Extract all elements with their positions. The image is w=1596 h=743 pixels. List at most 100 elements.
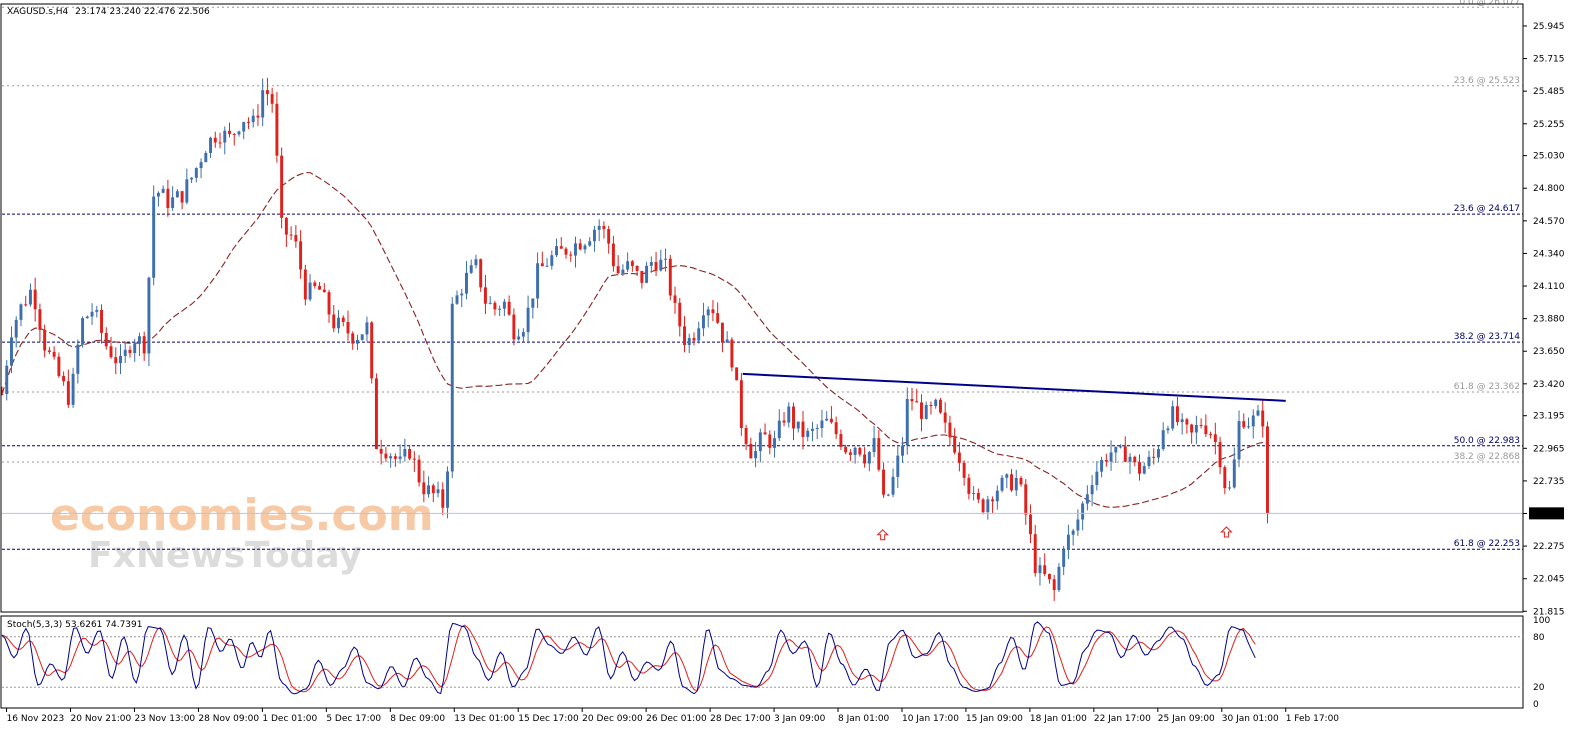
candle-body (867, 452, 871, 464)
candle-body (891, 476, 895, 495)
candle-body (905, 398, 909, 446)
candle-body (578, 243, 582, 250)
candle-body (616, 266, 620, 274)
candle-body (1190, 424, 1194, 433)
current-price-tag: 22.506 (1529, 507, 1564, 520)
candle-body (1152, 456, 1156, 458)
candle-body (806, 430, 810, 437)
candle-body (1109, 452, 1113, 462)
candle-body (768, 434, 772, 448)
candle-body (303, 269, 307, 300)
x-tick-label: 5 Dec 17:00 (326, 714, 381, 724)
x-tick-label: 10 Jan 17:00 (902, 714, 959, 724)
candle-body (71, 373, 75, 405)
candle-body (408, 448, 412, 459)
candle-body (47, 350, 51, 352)
candle-body (521, 332, 525, 337)
candle-body (360, 334, 364, 340)
x-tick-label: 22 Jan 17:00 (1094, 714, 1151, 724)
candle-body (1076, 519, 1080, 531)
candle-body (1166, 428, 1170, 431)
stoch-signal-line (1, 624, 1256, 693)
candle-body (1209, 434, 1213, 436)
trendline (742, 372, 1286, 402)
y-tick-label: 22.735 (1533, 477, 1565, 487)
candle-body (180, 191, 184, 203)
candle-body (370, 322, 374, 379)
x-tick-label: 20 Dec 09:00 (582, 714, 643, 724)
candle-body (289, 234, 293, 236)
x-tick-label: 16 Nov 2023 (7, 714, 65, 724)
candle-body (128, 349, 132, 354)
fib-level-label: 23.6 @ 25.523 (1454, 76, 1520, 86)
candle-body (194, 168, 198, 178)
candle-body (882, 469, 886, 495)
candle-body (379, 448, 383, 454)
candle-body (976, 493, 980, 500)
candle-body (1133, 456, 1137, 463)
candle-body (412, 458, 416, 460)
stoch-axis: 100 80 20 0 (1533, 616, 1550, 710)
candle-body (720, 322, 724, 343)
candle-body (147, 277, 151, 354)
candle-body (773, 438, 777, 448)
time-axis: 16 Nov 2023 20 Nov 21:00 23 Nov 13:00 28 No… (6, 708, 1339, 724)
candle-body (469, 265, 473, 273)
candle-body (0, 393, 4, 395)
candle-body (322, 289, 326, 293)
candle-body (265, 90, 269, 95)
candle-body (1024, 484, 1028, 515)
candle-body (431, 485, 435, 494)
candle-body (232, 133, 236, 135)
candle-body (85, 316, 89, 319)
stoch-tick-label: 0 (1533, 700, 1539, 710)
stoch-lines (1, 621, 1256, 695)
candle-body (986, 499, 990, 513)
candle-body (242, 122, 246, 132)
candle-body (607, 229, 611, 244)
candle-body (886, 494, 890, 496)
candle-body (635, 265, 639, 271)
candle-body (673, 295, 677, 303)
candle-body (896, 455, 900, 477)
fib-level-label: 38.2 @ 22.868 (1454, 452, 1521, 462)
candle-body (389, 456, 393, 459)
candle-body (692, 338, 696, 341)
candle-body (626, 261, 630, 270)
candle-body (104, 332, 108, 347)
candle-body (1066, 534, 1070, 550)
candle-body (341, 317, 345, 322)
candle-body (171, 197, 175, 208)
symbol-label: XAGUSD.s,H4 (7, 7, 69, 17)
y-tick-label: 23.650 (1533, 347, 1565, 357)
candle-body (583, 245, 587, 250)
candle-body (280, 155, 284, 218)
ohlc-label: 23.174 23.240 22.476 22.506 (75, 7, 210, 17)
stoch-tick-label: 20 (1533, 683, 1545, 693)
y-tick-label: 25.030 (1533, 152, 1565, 162)
chart-header: XAGUSD.s,H4 23.174 23.240 22.476 22.506 (7, 7, 210, 17)
candle-body (839, 434, 843, 447)
candle-body (218, 142, 222, 144)
candle-body (782, 420, 786, 423)
candle-body (962, 462, 966, 478)
fib-level-label: 61.8 @ 23.362 (1454, 382, 1520, 392)
y-tick-label: 23.420 (1533, 380, 1565, 390)
candle-body (777, 420, 781, 439)
candle-body (142, 336, 146, 354)
candle-body (403, 448, 407, 457)
candle-body (858, 447, 862, 455)
x-tick-label: 30 Jan 01:00 (1222, 714, 1279, 724)
candle-body (1204, 425, 1208, 435)
candle-body (915, 401, 919, 403)
candle-body (550, 255, 554, 266)
candle-body (398, 456, 402, 459)
candle-body (995, 490, 999, 502)
x-tick-label: 15 Jan 09:00 (966, 714, 1023, 724)
candle-body (611, 243, 615, 267)
candle-body (199, 162, 203, 169)
candle-body (450, 303, 454, 472)
candle-body (1014, 478, 1018, 491)
